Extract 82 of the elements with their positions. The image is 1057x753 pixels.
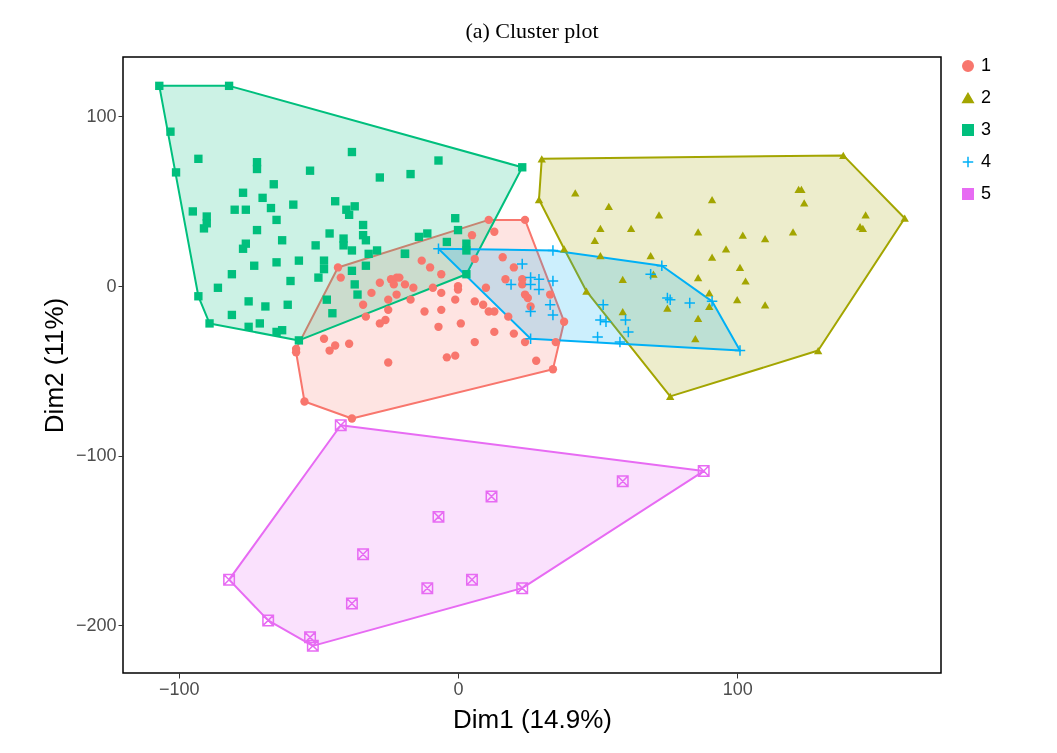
legend-label: 4 <box>981 151 992 171</box>
point <box>733 296 742 304</box>
point <box>693 273 703 282</box>
point <box>646 251 655 260</box>
point <box>693 228 703 236</box>
point <box>800 199 809 207</box>
point <box>505 278 518 291</box>
point <box>663 304 672 312</box>
point <box>691 335 700 343</box>
point <box>597 298 610 311</box>
point <box>591 331 604 343</box>
point <box>706 295 719 308</box>
point <box>432 510 445 523</box>
y-tick-label: −100 <box>75 445 117 466</box>
point <box>707 253 717 261</box>
x-axis-title: Dim1 (14.9%) <box>453 703 612 734</box>
point <box>546 244 559 257</box>
point <box>596 224 605 233</box>
point <box>697 465 710 478</box>
point <box>618 275 627 283</box>
point <box>345 597 358 610</box>
y-tick-label: 0 <box>106 275 117 296</box>
y-axis-title: Dim2 (11%) <box>38 297 69 434</box>
point <box>613 336 626 349</box>
legend-label: 3 <box>981 119 992 139</box>
x-tick-label: −100 <box>159 678 200 699</box>
point <box>616 475 629 488</box>
point <box>516 582 529 595</box>
point <box>559 245 569 253</box>
point <box>571 189 580 197</box>
chart-title: (a) Cluster plot <box>465 18 599 43</box>
point <box>760 234 770 243</box>
point <box>421 582 434 595</box>
point <box>604 202 613 210</box>
point <box>861 211 870 219</box>
point <box>594 314 607 327</box>
point <box>524 305 537 318</box>
point <box>546 308 559 321</box>
point <box>705 289 714 297</box>
point <box>622 325 635 338</box>
point <box>707 195 717 204</box>
legend-label: 1 <box>981 55 992 75</box>
point <box>223 573 236 586</box>
point <box>839 151 848 160</box>
point <box>900 214 909 222</box>
point <box>534 195 544 204</box>
y-tick-label: −200 <box>75 614 117 635</box>
y-tick-label: 100 <box>86 105 117 126</box>
x-tick-label: 0 <box>453 678 464 699</box>
point <box>788 228 798 236</box>
point <box>465 573 478 586</box>
point <box>738 231 747 239</box>
point <box>683 297 696 310</box>
point <box>626 224 636 233</box>
point <box>334 419 347 432</box>
point <box>655 259 668 272</box>
point <box>537 155 546 163</box>
point <box>596 251 605 260</box>
point <box>644 268 657 281</box>
point <box>532 273 545 286</box>
point <box>735 263 745 272</box>
point <box>582 287 591 295</box>
point <box>813 346 823 355</box>
point <box>619 314 632 327</box>
point <box>666 392 675 401</box>
point <box>544 298 557 311</box>
point <box>741 277 750 285</box>
point <box>262 614 275 627</box>
point <box>760 301 770 309</box>
point <box>734 344 746 357</box>
point <box>721 245 731 253</box>
point <box>485 490 498 503</box>
point <box>516 258 529 271</box>
point <box>693 314 703 322</box>
point <box>618 307 627 316</box>
point <box>590 236 599 244</box>
point <box>705 302 714 311</box>
point <box>357 548 370 561</box>
point <box>546 275 559 287</box>
x-tick-label: 100 <box>722 678 753 699</box>
legend-label: 2 <box>981 87 992 107</box>
legend-label: 5 <box>981 183 992 203</box>
